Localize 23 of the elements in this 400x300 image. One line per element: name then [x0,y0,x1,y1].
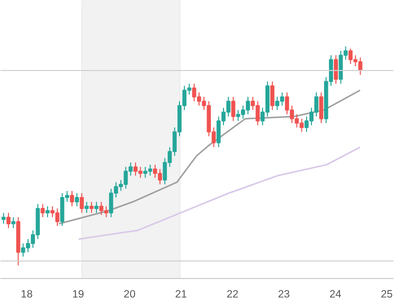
candlestick [270,80,274,110]
x-tick-label: 21 [175,288,188,300]
candlestick [231,96,236,122]
x-tick-label: 22 [226,288,238,300]
candlestick [94,201,98,214]
x-tick-label: 24 [329,288,342,300]
candlestick [319,92,324,124]
candlestick [6,212,11,229]
candlestick [46,206,50,218]
candlestick [2,212,6,224]
candlestick [84,201,89,214]
x-tick-label: 20 [124,288,136,300]
x-tick-label: 19 [72,288,84,300]
candlestick [74,192,79,207]
candlestick [11,216,16,229]
x-tick-label: 23 [278,288,290,300]
candlestick [334,54,338,84]
candlestick [90,201,94,214]
candlestick [40,204,45,218]
x-tick-label: 25 [380,288,393,300]
candlestick [70,190,74,207]
x-tick-label: 18 [20,288,33,300]
candlestick [80,192,84,214]
